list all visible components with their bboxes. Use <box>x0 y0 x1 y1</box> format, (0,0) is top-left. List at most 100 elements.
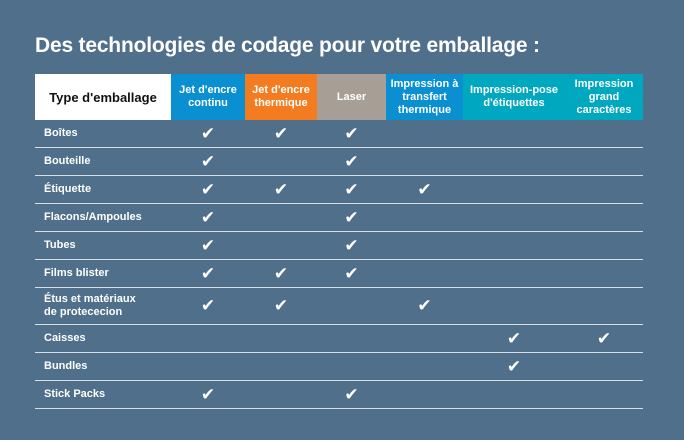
table-cell: ✔ <box>463 324 565 353</box>
table-cell <box>463 147 565 176</box>
table-row: Flacons/Ampoules ✔ ✔ <box>35 203 643 232</box>
table-row: Étiquette ✔ ✔ ✔ ✔ <box>35 175 643 204</box>
row-label: Stick Packs <box>35 380 171 409</box>
row-label: Étiquette <box>35 175 171 204</box>
table-cell <box>565 287 643 325</box>
table-cell: ✔ <box>317 175 386 204</box>
checkmark-icon: ✔ <box>273 179 289 200</box>
checkmark-icon: ✔ <box>344 123 359 144</box>
checkmark-icon: ✔ <box>344 179 359 200</box>
table-cell: ✔ <box>565 324 643 353</box>
table-row: Stick Packs ✔ ✔ <box>35 380 643 409</box>
table-cell <box>386 147 463 176</box>
packaging-technology-table: Type d'emballage Jet d'encre continu Jet… <box>35 74 643 409</box>
table-cell <box>463 231 565 260</box>
table-cell: ✔ <box>171 231 245 260</box>
table-cell <box>565 120 643 148</box>
table-cell <box>463 120 565 148</box>
table-cell: ✔ <box>245 287 317 325</box>
table-row: Caisses ✔ ✔ <box>35 324 643 353</box>
table-cell <box>463 203 565 232</box>
checkmark-icon: ✔ <box>273 296 289 316</box>
table-cell <box>386 259 463 288</box>
checkmark-icon: ✔ <box>200 384 216 405</box>
table-cell <box>245 147 317 176</box>
table-cell <box>463 287 565 325</box>
checkmark-icon: ✔ <box>506 356 522 377</box>
checkmark-icon: ✔ <box>417 296 432 316</box>
table-cell: ✔ <box>245 259 317 288</box>
checkmark-icon: ✔ <box>200 123 216 144</box>
table-cell: ✔ <box>171 287 245 325</box>
table-cell <box>171 352 245 381</box>
table-cell: ✔ <box>245 175 317 204</box>
header-large-character: Impression grand caractères <box>565 74 643 120</box>
table-header-row: Type d'emballage Jet d'encre continu Jet… <box>35 74 643 120</box>
table-cell <box>245 231 317 260</box>
checkmark-icon: ✔ <box>200 151 216 172</box>
checkmark-icon: ✔ <box>344 207 359 228</box>
table-cell: ✔ <box>171 120 245 148</box>
table-cell: ✔ <box>171 175 245 204</box>
table-cell <box>245 352 317 381</box>
table-cell <box>317 352 386 381</box>
table-cell: ✔ <box>386 175 463 204</box>
table-cell <box>463 380 565 409</box>
checkmark-icon: ✔ <box>344 235 359 256</box>
row-label: Boîtes <box>35 120 171 148</box>
header-print-apply: Impression-pose d'étiquettes <box>463 74 565 120</box>
checkmark-icon: ✔ <box>344 384 359 405</box>
table-cell <box>245 324 317 353</box>
checkmark-icon: ✔ <box>200 207 216 228</box>
table-cell <box>317 324 386 353</box>
table-cell <box>565 175 643 204</box>
table-cell: ✔ <box>317 203 386 232</box>
checkmark-icon: ✔ <box>344 263 359 284</box>
checkmark-icon: ✔ <box>200 263 216 284</box>
checkmark-icon: ✔ <box>200 296 216 316</box>
table-cell: ✔ <box>317 147 386 176</box>
table-cell: ✔ <box>171 380 245 409</box>
table-cell: ✔ <box>171 147 245 176</box>
table-cell <box>565 259 643 288</box>
row-label: Flacons/Ampoules <box>35 203 171 232</box>
checkmark-icon: ✔ <box>273 263 289 284</box>
checkmark-icon: ✔ <box>417 179 432 200</box>
checkmark-icon: ✔ <box>596 328 612 349</box>
table-cell <box>565 231 643 260</box>
row-label: Films blister <box>35 259 171 288</box>
row-label: Caisses <box>35 324 171 353</box>
row-label: Étus et matériaux de protececion <box>35 287 171 325</box>
table-cell: ✔ <box>317 120 386 148</box>
checkmark-icon: ✔ <box>200 179 216 200</box>
table-row: Films blister ✔ ✔ ✔ <box>35 259 643 288</box>
table-cell <box>565 352 643 381</box>
table-row: Étus et matériaux de protececion ✔ ✔ ✔ <box>35 287 643 325</box>
table-cell <box>386 203 463 232</box>
table-cell: ✔ <box>463 352 565 381</box>
row-label: Bouteille <box>35 147 171 176</box>
table-cell: ✔ <box>386 287 463 325</box>
table-row: Bouteille ✔ ✔ <box>35 147 643 176</box>
table-cell <box>386 380 463 409</box>
table-cell <box>245 203 317 232</box>
page-title: Des technologies de codage pour votre em… <box>35 34 540 57</box>
table-cell <box>463 259 565 288</box>
table-cell <box>565 147 643 176</box>
table-cell <box>565 203 643 232</box>
header-laser: Laser <box>317 74 386 120</box>
header-type-label: Type d'emballage <box>35 74 171 120</box>
table-cell <box>386 231 463 260</box>
checkmark-icon: ✔ <box>200 235 216 256</box>
table-cell <box>463 175 565 204</box>
table-cell: ✔ <box>171 203 245 232</box>
table-row: Tubes ✔ ✔ <box>35 231 643 260</box>
table-cell: ✔ <box>317 259 386 288</box>
table-cell: ✔ <box>245 120 317 148</box>
table-cell <box>245 380 317 409</box>
table-cell <box>565 380 643 409</box>
table-cell <box>171 324 245 353</box>
table-cell <box>386 352 463 381</box>
header-cij: Jet d'encre continu <box>171 74 245 120</box>
row-label: Tubes <box>35 231 171 260</box>
